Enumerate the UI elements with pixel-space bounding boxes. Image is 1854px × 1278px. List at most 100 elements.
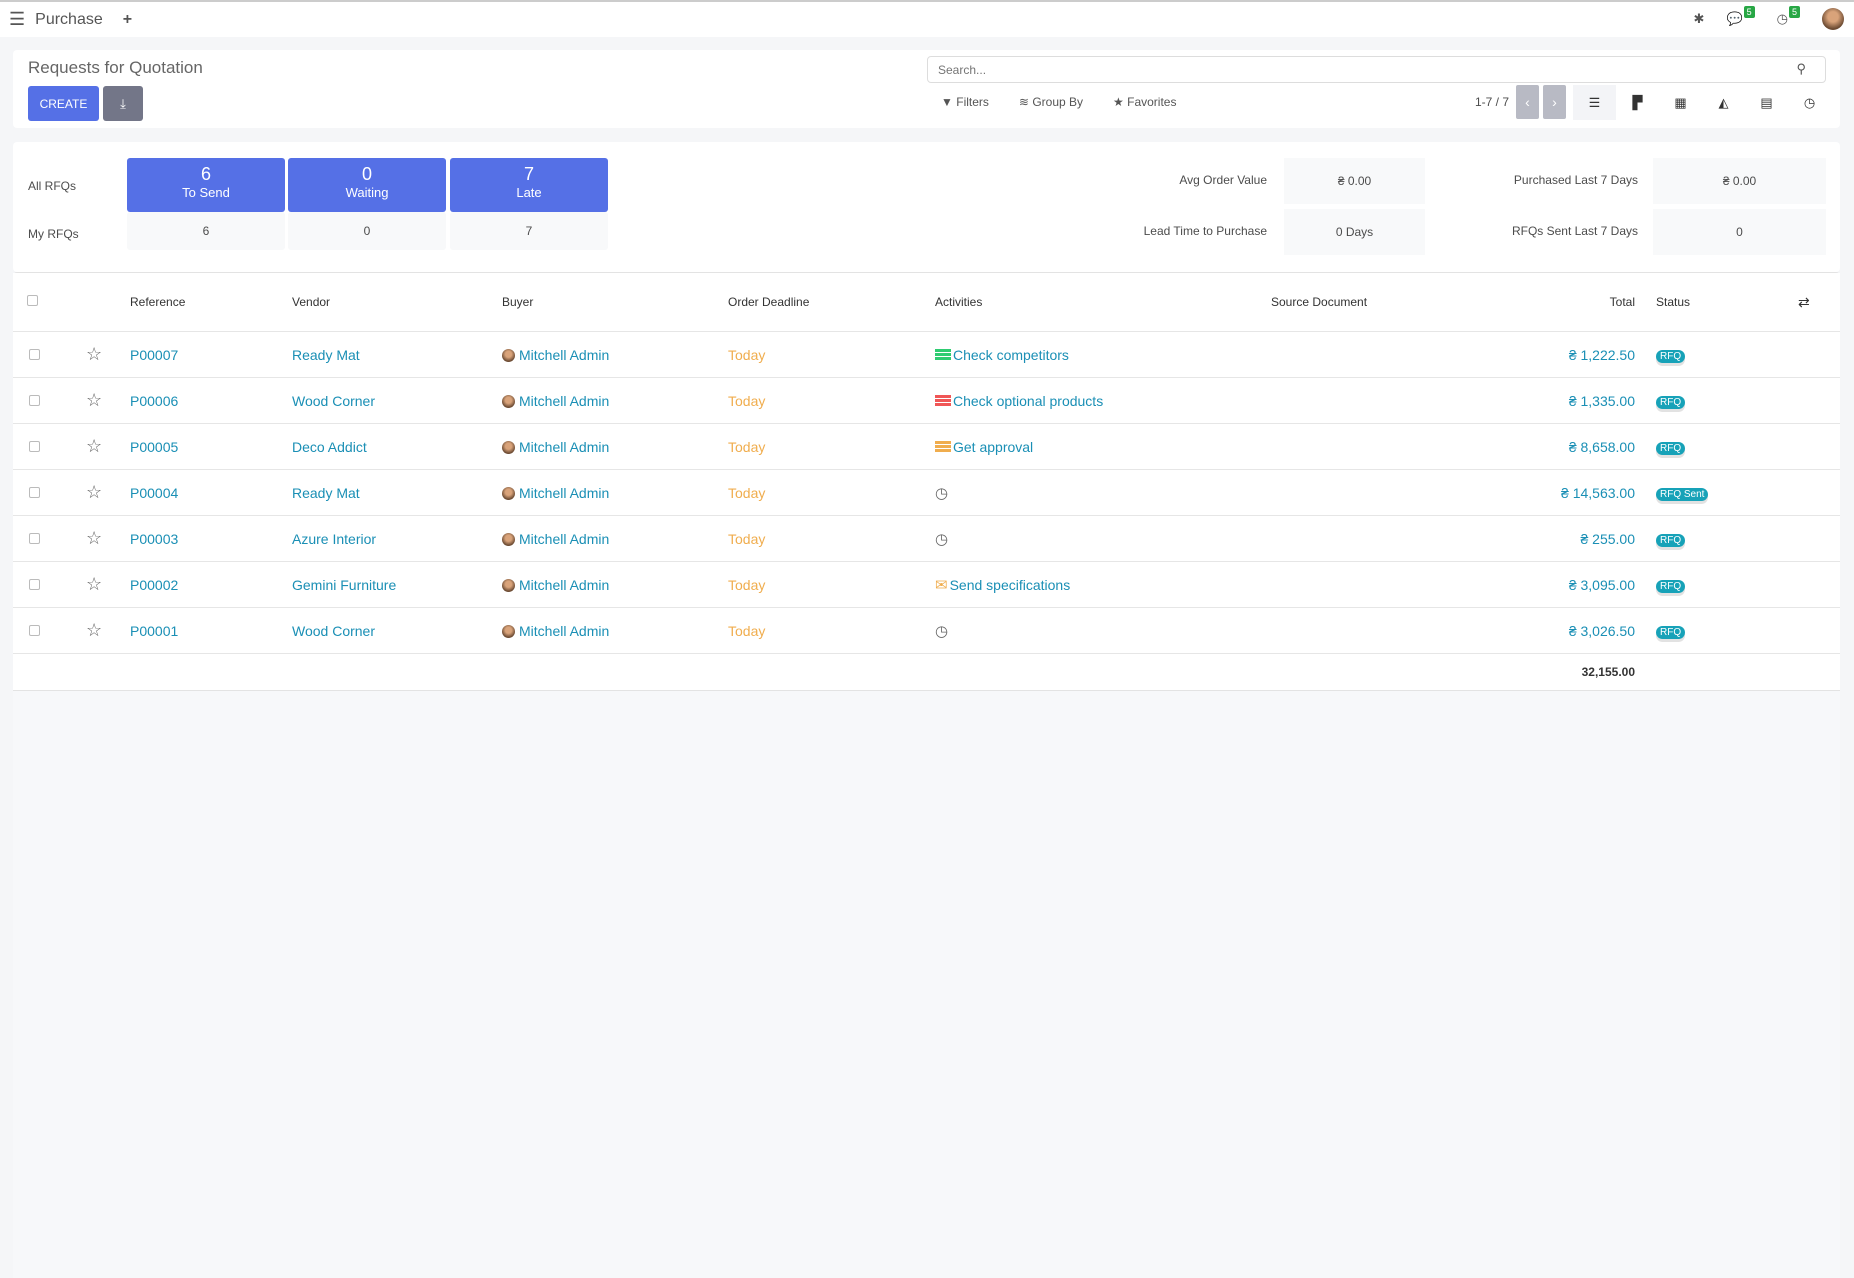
row-checkbox[interactable]	[13, 347, 80, 363]
activity-cell[interactable]: Check optional products	[935, 393, 1271, 409]
plus-icon[interactable]: +	[122, 10, 133, 28]
list-view-icon[interactable]: ☰	[1573, 85, 1616, 120]
table-row[interactable]: ☆ P00007 Ready Mat Mitchell Admin Today …	[13, 331, 1840, 377]
pager-value[interactable]: 1-7 / 7	[1474, 95, 1509, 109]
reference[interactable]: P00005	[130, 438, 179, 455]
activity-cell[interactable]: ✉ Send specifications	[935, 576, 1271, 594]
star-icon[interactable]: ☆	[86, 482, 103, 502]
my-waiting[interactable]: 0	[288, 212, 446, 250]
vendor[interactable]: Ready Mat	[292, 484, 360, 501]
my-late[interactable]: 7	[450, 212, 608, 250]
my-to-send[interactable]: 6	[127, 212, 285, 250]
total-sum: 32,155.00	[1581, 665, 1635, 679]
tile-waiting[interactable]: 0 Waiting	[288, 158, 446, 212]
avatar	[502, 486, 515, 500]
order-deadline: Today	[728, 576, 766, 593]
group-by-button[interactable]: ≋ Group By	[1019, 95, 1083, 109]
buyer[interactable]: Mitchell Admin	[502, 439, 728, 455]
activity-view-icon[interactable]: ◷	[1803, 95, 1816, 110]
row-checkbox[interactable]	[13, 577, 80, 593]
total: ₴ 1,335.00	[1568, 392, 1635, 409]
reference[interactable]: P00006	[130, 392, 179, 409]
clock-icon[interactable]: ◷	[935, 484, 949, 502]
total: ₴ 8,658.00	[1568, 438, 1635, 455]
kanban-view-icon[interactable]: ▛	[1632, 95, 1643, 110]
vendor[interactable]: Ready Mat	[292, 346, 360, 363]
buyer[interactable]: Mitchell Admin	[502, 531, 728, 547]
header-total[interactable]: Total	[1609, 295, 1635, 309]
vendor[interactable]: Gemini Furniture	[292, 576, 397, 593]
rfq-list: Reference Vendor Buyer Order Deadline Ac…	[13, 272, 1840, 1278]
search-input[interactable]	[927, 56, 1826, 83]
activity-cell[interactable]: Check competitors	[935, 347, 1271, 363]
header-vendor[interactable]: Vendor	[292, 295, 331, 309]
tile-late[interactable]: 7 Late	[450, 158, 608, 212]
kpi-label: Purchased Last 7 Days	[1513, 173, 1638, 187]
header-status[interactable]: Status	[1656, 295, 1691, 309]
star-icon[interactable]: ☆	[86, 390, 103, 410]
star-icon[interactable]: ☆	[86, 344, 103, 364]
pager-next-button[interactable]: ›	[1543, 85, 1566, 119]
graph-view-icon[interactable]: ◭	[1718, 95, 1729, 110]
vendor[interactable]: Wood Corner	[292, 622, 376, 639]
buyer[interactable]: Mitchell Admin	[502, 347, 728, 363]
reference[interactable]: P00001	[130, 622, 179, 639]
table-row[interactable]: ☆ P00001 Wood Corner Mitchell Admin Toda…	[13, 607, 1840, 653]
reference[interactable]: P00002	[130, 576, 179, 593]
activity-summary: Get approval	[953, 438, 1034, 455]
messages-button[interactable]: 💬 5	[1726, 6, 1755, 27]
filters-button[interactable]: ▼ Filters	[941, 95, 989, 109]
search-icon[interactable]: ⚲	[1796, 61, 1806, 76]
vendor[interactable]: Wood Corner	[292, 392, 376, 409]
vendor[interactable]: Deco Addict	[292, 438, 367, 455]
column-settings-icon[interactable]: ⇄	[1798, 293, 1810, 310]
buyer[interactable]: Mitchell Admin	[502, 393, 728, 409]
table-row[interactable]: ☆ P00003 Azure Interior Mitchell Admin T…	[13, 515, 1840, 561]
table-row[interactable]: ☆ P00006 Wood Corner Mitchell Admin Toda…	[13, 377, 1840, 423]
download-button[interactable]: ⤓	[103, 86, 143, 121]
pivot-view-icon[interactable]: ▦	[1674, 95, 1687, 110]
table-row[interactable]: ☆ P00004 Ready Mat Mitchell Admin Today …	[13, 469, 1840, 515]
star-icon[interactable]: ☆	[86, 620, 103, 640]
reference[interactable]: P00003	[130, 530, 179, 547]
select-all-checkbox[interactable]	[13, 295, 80, 309]
header-source-document[interactable]: Source Document	[1271, 295, 1368, 309]
row-checkbox[interactable]	[13, 485, 80, 501]
tile-to-send[interactable]: 6 To Send	[127, 158, 285, 212]
user-avatar[interactable]	[1822, 8, 1844, 30]
hamburger-icon[interactable]: ☰	[9, 9, 26, 29]
clock-icon[interactable]: ◷	[935, 530, 949, 548]
messages-count: 5	[1743, 6, 1755, 18]
clock-icon: ◷	[1776, 11, 1788, 26]
favorites-button[interactable]: ★ Favorites	[1113, 95, 1176, 109]
row-checkbox[interactable]	[13, 393, 80, 409]
star-icon[interactable]: ☆	[86, 436, 103, 456]
row-checkbox[interactable]	[13, 623, 80, 639]
star-icon[interactable]: ☆	[86, 528, 103, 548]
reference[interactable]: P00004	[130, 484, 179, 501]
kpi-value: 0 Days	[1284, 209, 1425, 255]
create-button[interactable]: CREATE	[28, 86, 99, 121]
activities-button[interactable]: ◷ 5	[1776, 6, 1800, 27]
table-row[interactable]: ☆ P00002 Gemini Furniture Mitchell Admin…	[13, 561, 1840, 607]
vendor[interactable]: Azure Interior	[292, 530, 377, 547]
buyer[interactable]: Mitchell Admin	[502, 485, 728, 501]
header-buyer[interactable]: Buyer	[502, 295, 534, 309]
header-reference[interactable]: Reference	[130, 295, 186, 309]
star-icon[interactable]: ☆	[86, 574, 103, 594]
buyer[interactable]: Mitchell Admin	[502, 577, 728, 593]
filter-icon: ▼	[941, 95, 953, 109]
bug-icon[interactable]: ✱	[1693, 11, 1705, 26]
row-checkbox[interactable]	[13, 439, 80, 455]
reference[interactable]: P00007	[130, 346, 179, 363]
row-checkbox[interactable]	[13, 531, 80, 547]
calendar-view-icon[interactable]: ▤	[1760, 95, 1773, 110]
pager-previous-button[interactable]: ‹	[1516, 85, 1539, 119]
clock-icon[interactable]: ◷	[935, 622, 949, 640]
table-row[interactable]: ☆ P00005 Deco Addict Mitchell Admin Toda…	[13, 423, 1840, 469]
header-order-deadline[interactable]: Order Deadline	[728, 295, 810, 309]
activity-cell[interactable]: Get approval	[935, 439, 1271, 455]
header-activities[interactable]: Activities	[935, 295, 983, 309]
buyer[interactable]: Mitchell Admin	[502, 623, 728, 639]
app-name[interactable]: Purchase	[35, 10, 103, 28]
